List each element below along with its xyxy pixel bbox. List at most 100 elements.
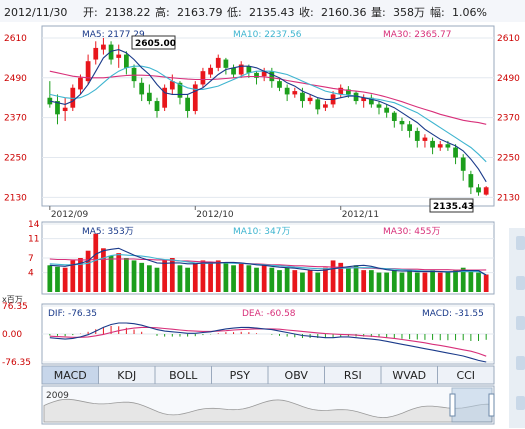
volume-bar [330, 260, 336, 292]
candle-body [208, 67, 213, 75]
volume-bar [62, 267, 68, 292]
tab-rsi[interactable]: RSI [324, 365, 382, 385]
macd-yticks: 76.35 0.00 -76.35 [2, 302, 31, 368]
header-low-label: 低: [227, 6, 242, 19]
volume-bar [200, 260, 206, 292]
candle-body [277, 81, 282, 88]
side-arrow-icon-4[interactable] [516, 356, 525, 370]
macd-legend-macd: MACD: -31.55 [422, 309, 484, 319]
tab-label: RSI [344, 369, 362, 382]
overview-handle-right[interactable] [488, 393, 495, 417]
price-ma5-line [49, 49, 487, 183]
candle-body [78, 77, 83, 90]
header-open: 2138.22 [105, 6, 151, 19]
volume-bar [300, 272, 305, 292]
candle-body [445, 144, 451, 148]
tab-cci[interactable]: CCI [437, 365, 495, 385]
side-arrow-icon-2[interactable] [516, 276, 525, 290]
macd-legend-dif: DIF: -76.35 [48, 309, 97, 319]
date-tick-label: 2012/09 [51, 210, 89, 220]
candle-body [284, 87, 290, 95]
header-close-label: 收: [299, 5, 314, 19]
price-ytick-left: 2250 [4, 154, 27, 164]
candle-body [468, 174, 474, 188]
candle-body [453, 147, 458, 158]
tab-wvad[interactable]: WVAD [380, 365, 438, 385]
volume-bar [399, 272, 405, 292]
candle-body [62, 107, 68, 112]
tab-psy[interactable]: PSY [211, 365, 269, 385]
volume-bar [437, 272, 443, 292]
volume-ytick: 14 [28, 220, 40, 230]
tab-label: OBV [285, 369, 309, 382]
price-ytick-left: 2490 [4, 74, 27, 84]
volume-bar [346, 267, 351, 292]
volume-bar [468, 270, 474, 292]
volume-bar [185, 267, 190, 292]
price-legend-ma10: MA10: 2237.56 [233, 30, 302, 40]
macd-lines [49, 322, 487, 363]
side-arrow-icon-3[interactable] [516, 316, 525, 330]
volume-bar [407, 270, 412, 292]
tab-kdj[interactable]: KDJ [98, 365, 156, 385]
tab-boll[interactable]: BOLL [154, 365, 212, 385]
volume-bar [476, 272, 481, 292]
price-ma30-line [49, 70, 487, 125]
candle-body [238, 64, 244, 75]
volume-bar [246, 265, 252, 292]
header-high-label: 高: [155, 5, 170, 19]
volume-bar [483, 274, 489, 292]
side-arrow-icon-1[interactable] [516, 236, 525, 250]
volume-bar [85, 250, 91, 292]
macd-ytick: 76.35 [2, 302, 28, 312]
volume-bar [430, 270, 435, 292]
price-legend-ma30: MA30: 2365.77 [383, 30, 451, 40]
volume-legend-ma5: MA5: 353万 [82, 227, 134, 237]
side-arrow-icon-5[interactable] [516, 396, 525, 410]
price-ma-lines [49, 49, 487, 183]
macd-grid [42, 305, 494, 363]
volume-bar [154, 267, 160, 292]
tab-macd[interactable]: MACD [41, 365, 99, 385]
candle-body [315, 99, 321, 110]
volume-bar [215, 260, 221, 292]
volume-bar [108, 255, 114, 292]
candle-body [338, 87, 344, 95]
volume-bar [101, 248, 106, 292]
candle-body [460, 157, 466, 171]
candle-body [215, 57, 221, 68]
candle-body [407, 124, 412, 131]
volume-bar [116, 253, 122, 292]
date-tick-label: 2012/11 [342, 210, 379, 220]
tab-label: CCI [456, 369, 475, 382]
volume-bar [78, 258, 83, 292]
price-ytick-right: 2250 [497, 154, 520, 164]
candle-body [154, 101, 160, 112]
volume-legend-ma10: MA10: 347万 [233, 227, 290, 237]
volume-bar [124, 258, 129, 292]
tab-label: BOLL [169, 369, 198, 382]
volume-ma5-line [49, 247, 487, 276]
volume-bar [453, 270, 458, 292]
volume-ytick: 7 [28, 254, 34, 264]
volume-bar [323, 267, 328, 292]
candle-body [124, 54, 129, 68]
candle-body [292, 91, 298, 95]
volume-ytick: 4 [28, 269, 34, 279]
candle-body [70, 87, 76, 108]
overview-handle-left[interactable] [449, 393, 456, 417]
candle-body [483, 187, 489, 195]
overview-area [43, 398, 493, 423]
tab-obv[interactable]: OBV [267, 365, 325, 385]
candle-body [307, 97, 313, 102]
candle-body [361, 97, 367, 102]
candle-body [430, 140, 435, 148]
tab-label: MACD [54, 369, 87, 382]
volume-bar [460, 267, 466, 292]
candle-body [376, 104, 382, 108]
overview-selection[interactable] [451, 387, 493, 423]
price-ma10-line [49, 65, 487, 163]
candle-body [200, 71, 206, 85]
candle-body [169, 81, 175, 90]
candle-body [177, 82, 183, 98]
